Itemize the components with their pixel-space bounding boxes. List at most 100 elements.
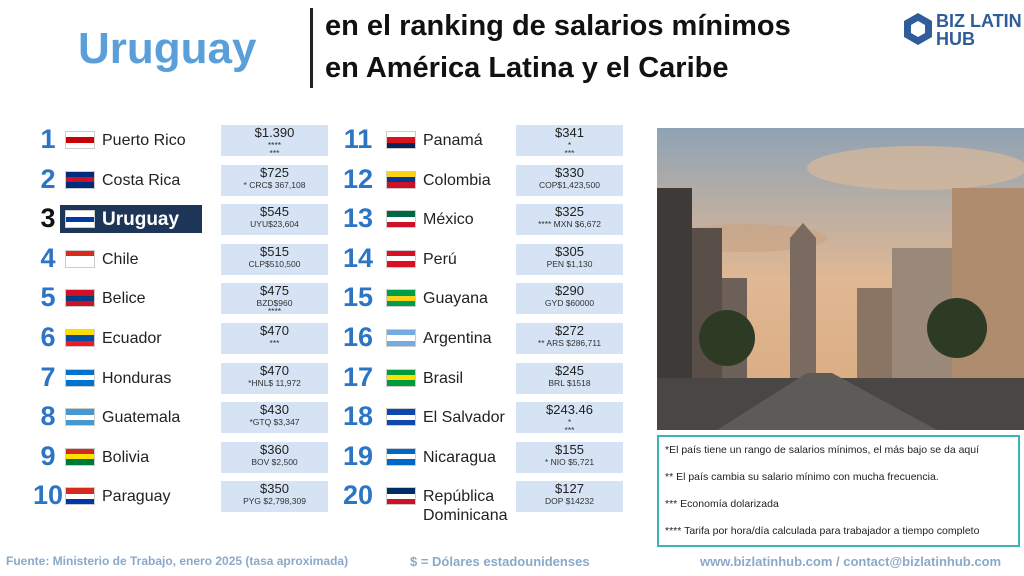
flag-stripe bbox=[66, 256, 94, 262]
flag bbox=[65, 487, 95, 506]
country: Ecuador bbox=[102, 330, 162, 347]
country: Perú bbox=[423, 250, 457, 268]
flag-stripe bbox=[66, 499, 94, 505]
flag-stripe bbox=[387, 216, 415, 222]
flag-stripe bbox=[66, 488, 94, 494]
flag-stripe bbox=[66, 454, 94, 460]
salary-box bbox=[516, 402, 623, 434]
flag-stripe bbox=[387, 182, 415, 188]
subtitle: en América Latina y el Caribe bbox=[325, 52, 729, 84]
flag-stripe bbox=[387, 290, 415, 296]
salary: $545 bbox=[260, 204, 289, 220]
flag bbox=[65, 447, 95, 466]
flag bbox=[386, 368, 416, 387]
salary-box bbox=[221, 481, 328, 513]
salary-detail: *** bbox=[269, 148, 280, 158]
flag-stripe bbox=[387, 499, 415, 505]
flag-stripe bbox=[66, 419, 94, 426]
flag-stripe bbox=[387, 221, 415, 228]
salary-detail: *** bbox=[564, 425, 575, 436]
salary-box bbox=[221, 362, 328, 394]
salary-detail: * bbox=[567, 140, 572, 150]
salary: $325 bbox=[555, 204, 584, 220]
flag bbox=[65, 368, 95, 387]
salary-detail: **** bbox=[267, 140, 282, 150]
flag bbox=[386, 289, 416, 308]
flag bbox=[65, 170, 95, 189]
flag-stripe bbox=[66, 369, 94, 375]
salary: $360 bbox=[260, 441, 289, 457]
rank: 19 bbox=[342, 440, 374, 471]
salary-detail: ** ARS $286,711 bbox=[537, 338, 602, 348]
logo-text: BIZ LATIN bbox=[936, 11, 1022, 31]
salary-detail: *** bbox=[269, 338, 280, 348]
salary: $515 bbox=[260, 243, 289, 259]
flag-stripe bbox=[387, 414, 415, 420]
flag-stripe bbox=[66, 340, 94, 346]
country: Honduras bbox=[102, 369, 172, 387]
salary-detail: *GTQ $3,347 bbox=[249, 417, 300, 428]
salary-detail: GYD $60000 bbox=[544, 298, 595, 309]
salary-box bbox=[221, 283, 328, 315]
flag-stripe bbox=[66, 221, 94, 228]
notes-box bbox=[657, 435, 1020, 547]
source: Fuente: Ministerio de Trabajo, enero 202… bbox=[6, 554, 349, 568]
salary-box bbox=[516, 164, 623, 196]
salary: $272 bbox=[555, 323, 584, 338]
title: Uruguay bbox=[78, 24, 257, 73]
salary-detail: * CRC$ 367,108 bbox=[243, 179, 306, 190]
flag bbox=[65, 289, 95, 308]
flag-stripe bbox=[387, 459, 415, 465]
flag-stripe bbox=[66, 176, 94, 183]
flag-stripe bbox=[66, 137, 94, 143]
flag-stripe bbox=[387, 335, 415, 341]
flag-stripe bbox=[66, 374, 94, 381]
salary: $305 bbox=[555, 243, 584, 259]
flag-stripe bbox=[387, 261, 415, 267]
salary-detail: BZD$960 bbox=[256, 298, 293, 309]
flag bbox=[386, 487, 416, 506]
salary-detail: *** bbox=[564, 148, 575, 158]
flag bbox=[65, 210, 95, 229]
salary: $155 bbox=[555, 441, 584, 457]
rank: 15 bbox=[342, 282, 374, 313]
flag-stripe bbox=[387, 176, 415, 183]
divider bbox=[310, 8, 313, 88]
rank: 4 bbox=[40, 242, 56, 273]
flag-stripe bbox=[387, 409, 415, 415]
salary: $725 bbox=[260, 164, 289, 180]
flag-stripe bbox=[66, 414, 94, 420]
salary-box bbox=[221, 441, 328, 473]
flag-stripe bbox=[66, 132, 94, 138]
flag-stripe bbox=[387, 493, 415, 500]
salary-detail: * NIO $5,721 bbox=[544, 456, 595, 467]
salary-box bbox=[221, 243, 328, 275]
salary-box bbox=[221, 402, 328, 434]
salary: $350 bbox=[260, 481, 289, 497]
flag-stripe bbox=[387, 419, 415, 426]
flag-stripe bbox=[66, 380, 94, 386]
flag-stripe bbox=[387, 301, 415, 307]
rank: 14 bbox=[342, 242, 374, 273]
country: Bolivia bbox=[102, 448, 150, 466]
contact: www.bizlatinhub.com / contact@bizlatinhu… bbox=[700, 554, 1002, 569]
subtitle: en el ranking de salarios mínimos bbox=[325, 10, 791, 42]
salary: $470 bbox=[260, 323, 289, 338]
flag-stripe bbox=[387, 374, 415, 381]
flag-stripe bbox=[66, 290, 94, 296]
country: Nicaragua bbox=[423, 448, 496, 466]
flag-stripe bbox=[66, 211, 94, 217]
country: Uruguay bbox=[102, 209, 180, 231]
flag-stripe bbox=[387, 369, 415, 375]
salary-box bbox=[516, 204, 623, 236]
salary: $245 bbox=[555, 362, 584, 378]
flag-stripe bbox=[387, 256, 415, 262]
flag-stripe bbox=[387, 340, 415, 346]
salary-detail: * bbox=[567, 417, 572, 428]
flag-stripe bbox=[66, 216, 94, 222]
flag-stripe bbox=[387, 488, 415, 494]
logo-text: HUB bbox=[936, 29, 975, 49]
rank: 9 bbox=[40, 440, 56, 471]
flag bbox=[386, 249, 416, 268]
